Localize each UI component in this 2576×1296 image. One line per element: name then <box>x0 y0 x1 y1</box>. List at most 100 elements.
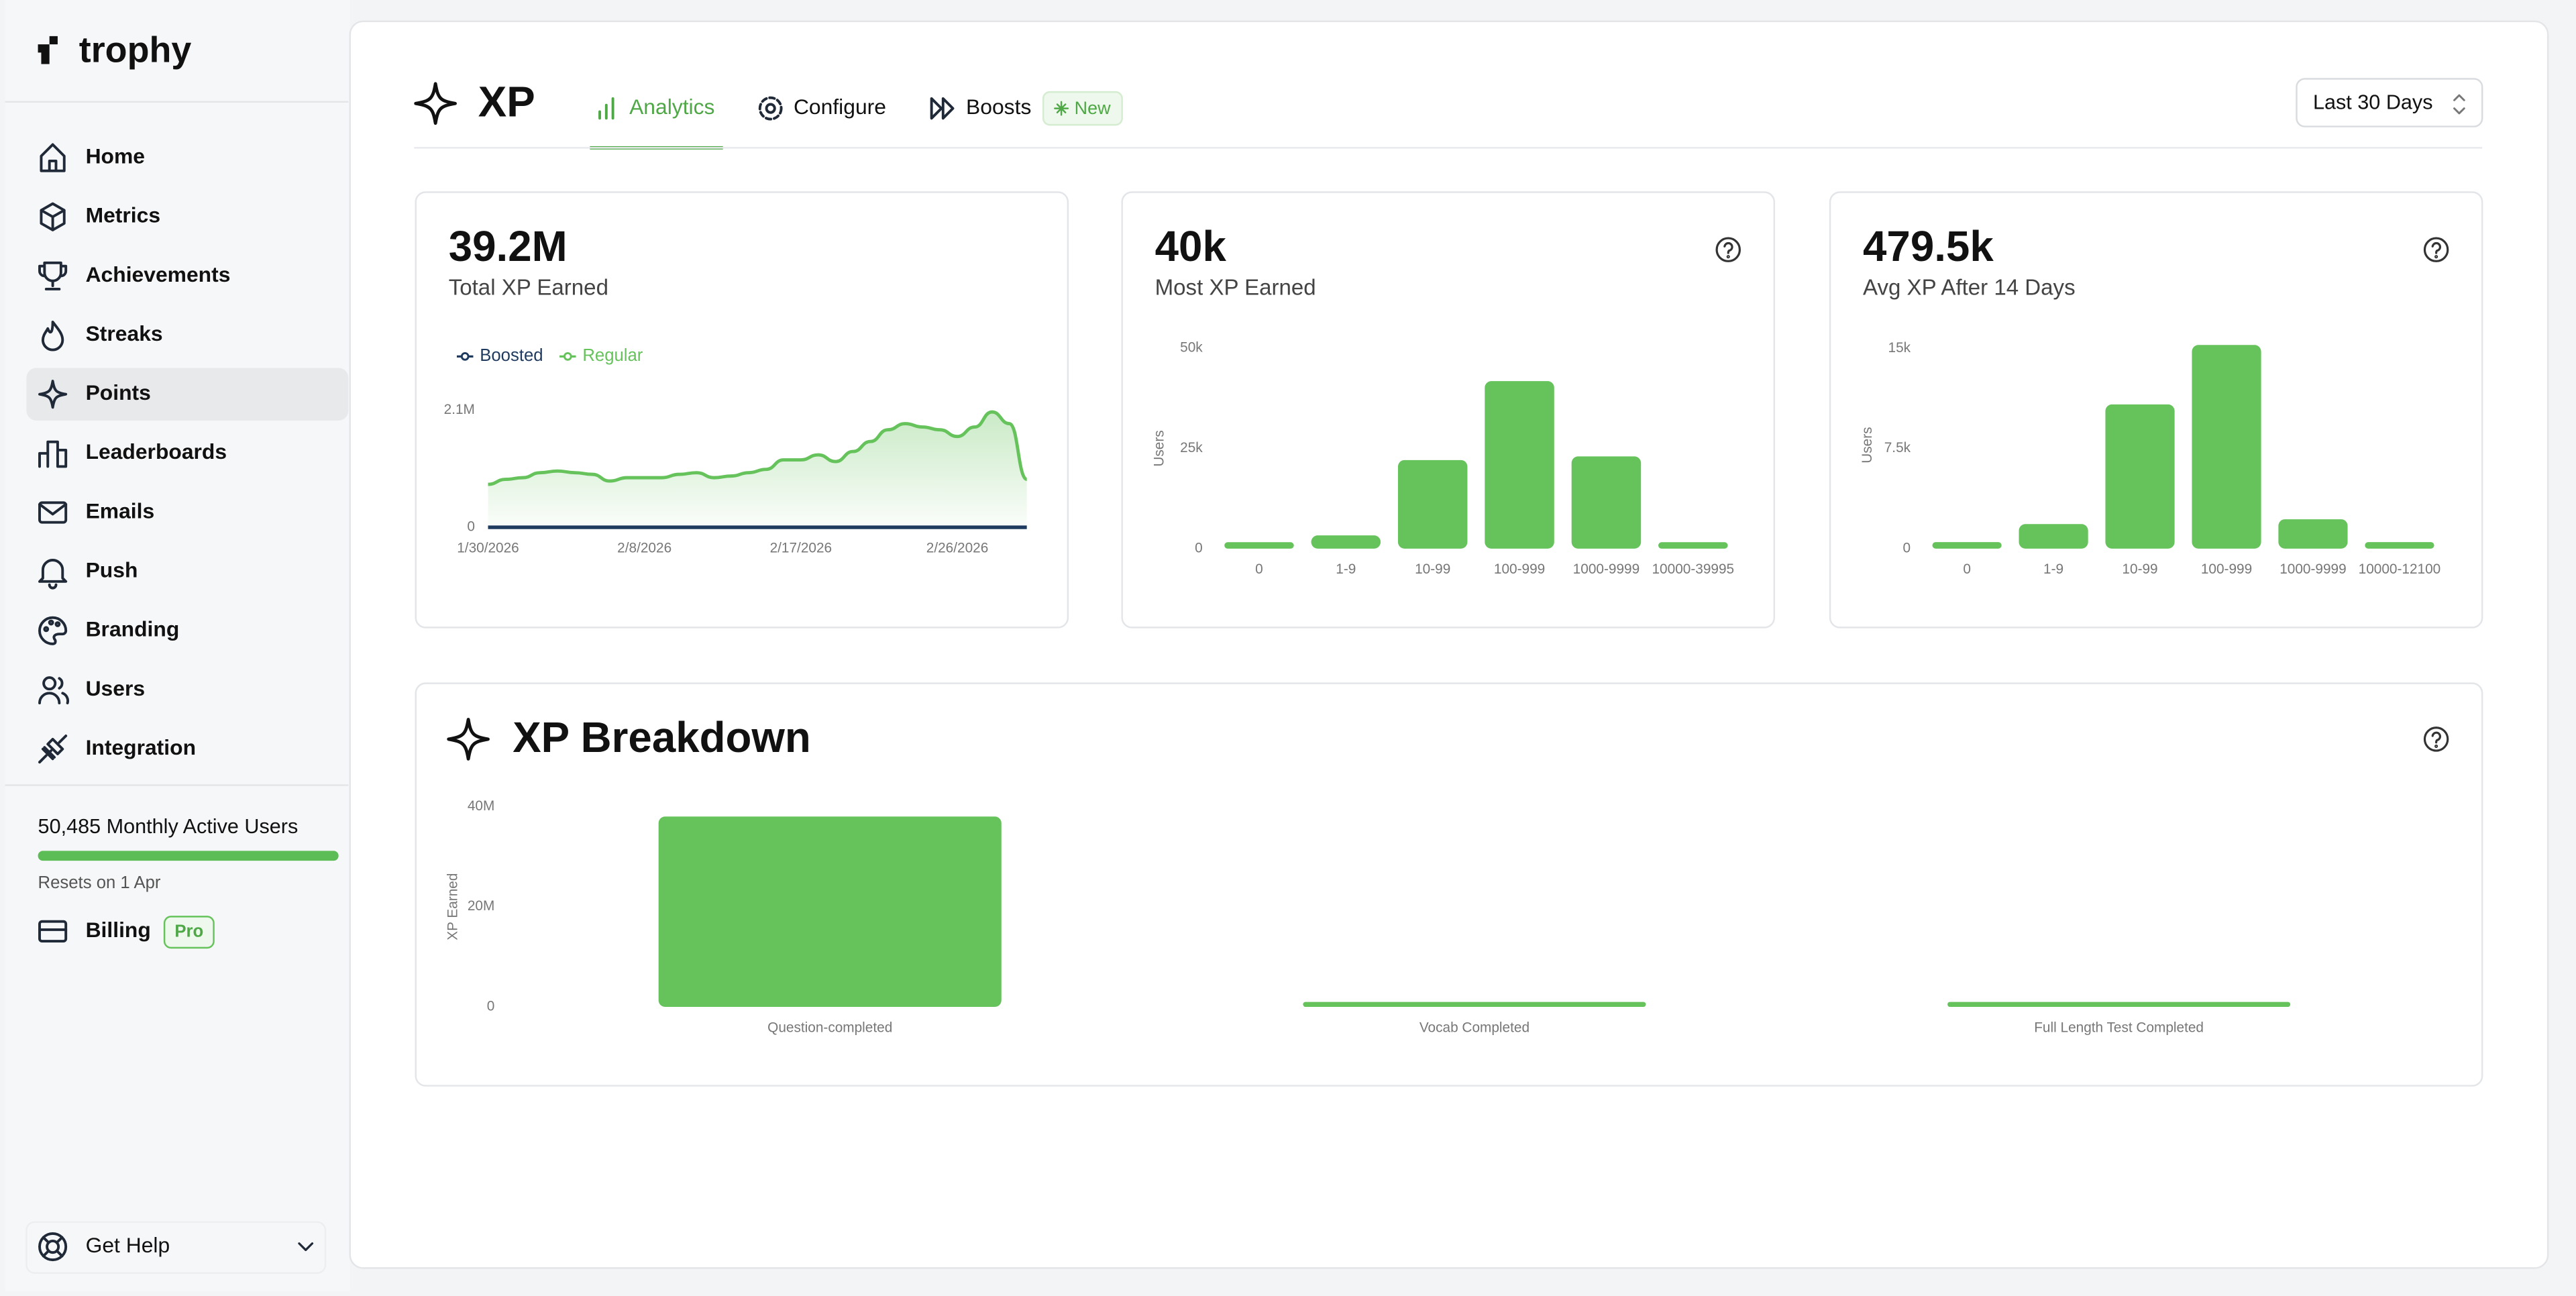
help-text[interactable]: Get Help <box>86 1233 170 1257</box>
resets-text: Resets on 1 Apr <box>38 873 161 892</box>
line <box>488 410 1028 486</box>
page-title: XP <box>478 78 535 126</box>
legend-swatch <box>460 352 470 361</box>
x-tick-label: 1/30/2026 <box>457 540 519 555</box>
tab[interactable]: Boosts <box>966 95 1031 119</box>
bar <box>658 816 1002 1008</box>
bar <box>1658 542 1728 549</box>
y-tick-label: 25k <box>1180 440 1203 455</box>
tab-icon <box>598 97 614 120</box>
nav-item[interactable]: Integration <box>86 735 196 759</box>
y-tick-label: 0 <box>487 999 495 1014</box>
legend-label: Boosted <box>480 346 543 365</box>
logo: trophy <box>38 30 192 70</box>
x-tick-label: 0 <box>1255 561 1263 577</box>
sidebar <box>5 0 350 1291</box>
y-tick-label: 0 <box>467 519 475 535</box>
tab[interactable]: Configure <box>794 95 886 119</box>
x-tick-label: Question-completed <box>767 1020 892 1035</box>
nav-item[interactable]: Branding <box>86 617 180 641</box>
help-icon[interactable] <box>1715 237 1741 262</box>
x-tick-label: 1-9 <box>2043 561 2063 577</box>
legend-swatch <box>563 352 572 361</box>
bar <box>1485 381 1554 549</box>
y-tick-label: 2.1M <box>444 402 475 417</box>
y-tick-label: 7.5k <box>1884 440 1911 455</box>
breakdown-title: XP Breakdown <box>513 714 811 761</box>
x-tick-label: 100-999 <box>1494 561 1545 577</box>
bar <box>2019 524 2088 549</box>
y-axis-label: Users <box>1152 430 1167 466</box>
chevron <box>298 1242 314 1252</box>
bar <box>1311 535 1381 549</box>
x-tick-label: 1000-9999 <box>1573 561 1640 577</box>
new-badge <box>1042 91 1123 126</box>
y-tick-label: 15k <box>1888 340 1911 356</box>
card-label: Avg XP After 14 Days <box>1863 276 2076 301</box>
breakdown-icon <box>447 718 490 761</box>
x-tick-label: 10000-39995 <box>1652 561 1735 577</box>
nav-item[interactable]: Leaderboards <box>86 439 227 464</box>
y-tick-label: 0 <box>1902 540 1911 555</box>
bar <box>2278 519 2348 549</box>
nav-item[interactable]: Points <box>86 380 151 404</box>
y-tick-label: 40M <box>468 798 494 814</box>
bar <box>1224 542 1294 549</box>
y-tick-label: 50k <box>1180 340 1203 356</box>
nav-item[interactable]: Metrics <box>86 203 160 227</box>
help-icon[interactable] <box>2423 237 2449 262</box>
help-icon <box>38 1232 68 1262</box>
nav-item[interactable]: Users <box>86 676 145 700</box>
nav-item[interactable]: Achievements <box>86 262 231 286</box>
range-chevrons <box>2453 94 2465 115</box>
bar <box>1303 1002 1646 1008</box>
area <box>488 412 1027 528</box>
y-tick-label: 20M <box>468 898 494 914</box>
nav-item[interactable]: Push <box>86 558 138 582</box>
tab[interactable]: Analytics <box>629 95 714 119</box>
x-tick-label: 10-99 <box>2122 561 2157 577</box>
pro-badge-text: Pro <box>174 922 203 940</box>
y-tick-label: 0 <box>1195 540 1203 555</box>
bar <box>1397 460 1468 549</box>
x-tick-label: Full Length Test Completed <box>2034 1020 2204 1035</box>
x-tick-label: 1-9 <box>1336 561 1356 577</box>
mau-text: 50,485 Monthly Active Users <box>38 815 299 838</box>
pro-badge <box>163 916 215 949</box>
nav-item[interactable]: Emails <box>86 498 155 523</box>
help-box[interactable] <box>25 1221 327 1274</box>
range-text: Last 30 Days <box>2313 91 2433 113</box>
x-tick-label: 2/8/2026 <box>617 540 672 555</box>
nav-item[interactable]: Home <box>86 144 145 168</box>
x-tick-label: 2/17/2026 <box>770 540 833 555</box>
sparkle <box>1054 101 1069 116</box>
bar <box>2365 542 2434 549</box>
nav-item[interactable]: Streaks <box>86 321 163 345</box>
card-value: 479.5k <box>1863 223 1994 270</box>
x-tick-label: 10000-12100 <box>2359 561 2441 577</box>
mau-progress <box>38 851 339 861</box>
card-value: 40k <box>1155 223 1227 270</box>
nav-active <box>26 368 349 421</box>
range-select[interactable] <box>2296 78 2483 127</box>
card-label: Most XP Earned <box>1155 276 1316 301</box>
nav-icons <box>38 143 70 764</box>
legend-label: Regular <box>582 346 643 365</box>
y-axis-label: Users <box>1860 427 1875 463</box>
new-badge-text: New <box>1075 98 1111 118</box>
card-label: Total XP Earned <box>449 276 608 301</box>
x-tick-label: Vocab Completed <box>1419 1020 1529 1035</box>
x-tick-label: 1000-9999 <box>2279 561 2346 577</box>
logo-text: trophy <box>79 30 192 70</box>
x-tick-label: 10-99 <box>1415 561 1450 577</box>
x-tick-label: 100-999 <box>2201 561 2252 577</box>
y-axis-label: XP Earned <box>445 873 461 940</box>
card-value: 39.2M <box>449 223 568 270</box>
help-icon[interactable] <box>2423 726 2449 752</box>
billing-link[interactable]: Billing <box>86 918 151 942</box>
bar <box>2192 345 2261 549</box>
bar <box>1571 456 1642 549</box>
x-tick-label: 2/26/2026 <box>926 540 989 555</box>
